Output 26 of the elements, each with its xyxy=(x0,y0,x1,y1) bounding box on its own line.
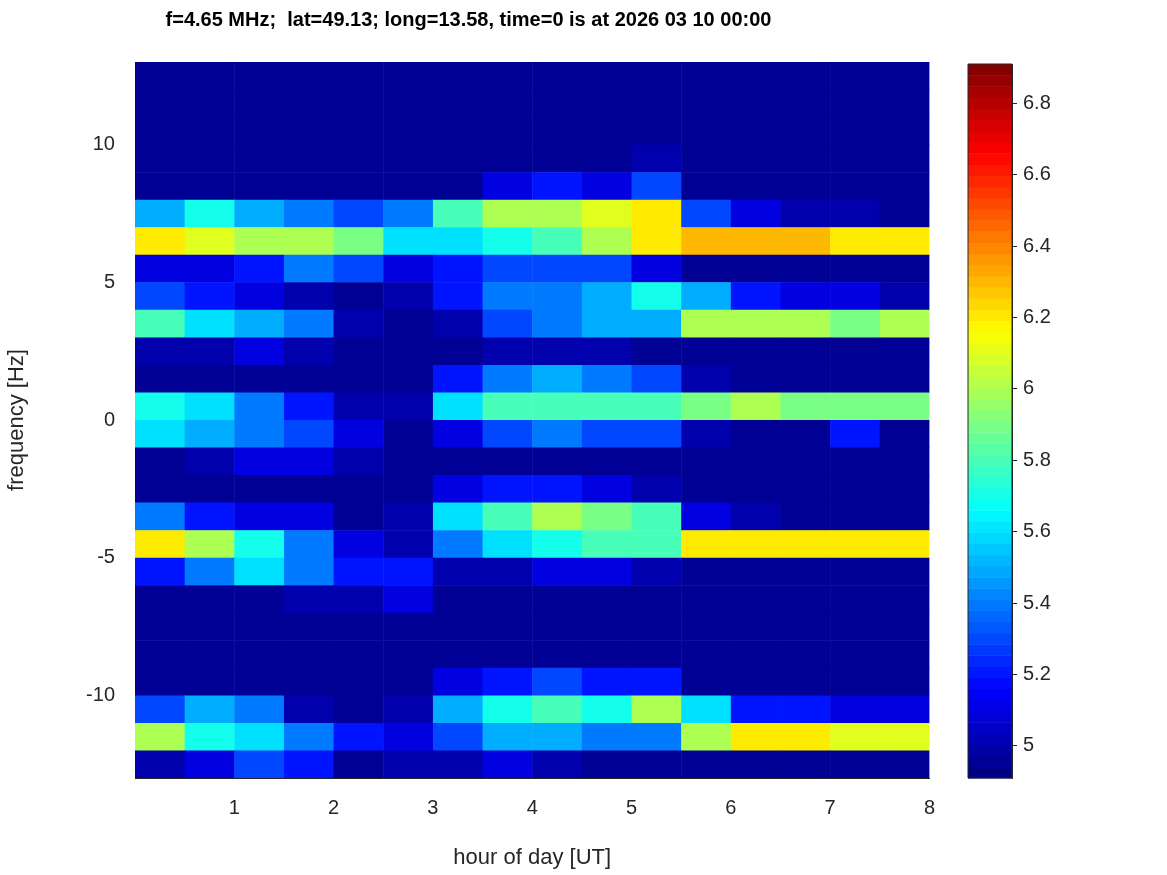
color-bar-label: 5.4 xyxy=(1023,590,1051,613)
color-bar-label: 5 xyxy=(1023,733,1035,756)
y-tick-label: 5 xyxy=(103,269,115,292)
x-axis-title: hour of day [UT] xyxy=(453,843,612,869)
x-tick-label: 7 xyxy=(824,795,836,818)
y-tick-label: 10 xyxy=(92,132,115,155)
x-tick-label: 2 xyxy=(328,795,340,818)
x-tick-label: 3 xyxy=(427,795,439,818)
color-bar-label: 5.8 xyxy=(1023,447,1051,470)
color-bar-label: 5.6 xyxy=(1023,519,1051,542)
x-tick-label: 1 xyxy=(228,795,240,818)
y-tick-label: -5 xyxy=(97,545,115,568)
color-bar-label: 6.6 xyxy=(1023,162,1051,185)
color-bar-label: 6.4 xyxy=(1023,233,1051,256)
color-bar-label: 5.2 xyxy=(1023,661,1051,684)
chart-title: f=4.65 MHz; lat=49.13; long=13.58, time=0 is at 2026 03 10 00:00 xyxy=(165,7,772,30)
y-axis-title: frequency [Hz] xyxy=(3,349,29,491)
x-tick-label: 6 xyxy=(725,795,737,818)
x-tick-label: 8 xyxy=(923,795,935,818)
x-tick-label: 5 xyxy=(625,795,638,818)
color-bar-label: 6.2 xyxy=(1023,304,1051,327)
color-bar-label: 6.8 xyxy=(1023,90,1051,113)
y-tick-label: 0 xyxy=(103,407,115,430)
x-tick-label: 4 xyxy=(526,795,538,818)
color-bar-label: 6 xyxy=(1023,376,1035,399)
y-tick-label: -10 xyxy=(86,682,115,705)
